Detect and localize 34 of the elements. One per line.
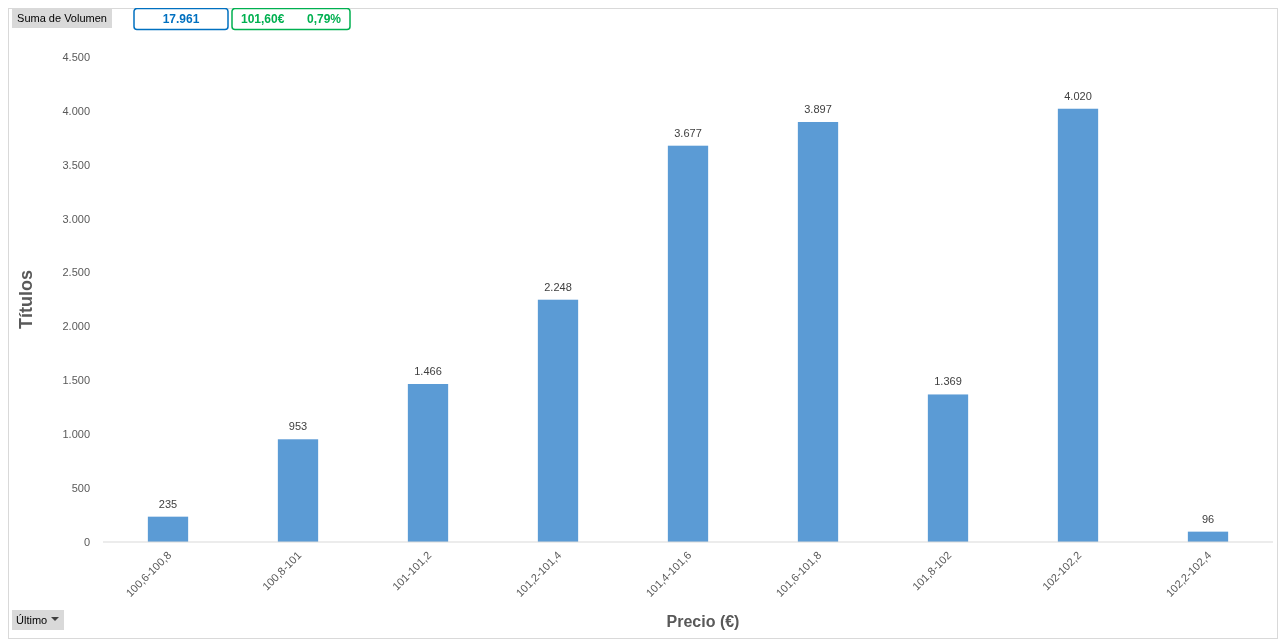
y-tick-label: 1.000: [62, 428, 90, 441]
data-label: 3.897: [804, 102, 832, 115]
y-tick-label: 3.500: [62, 158, 90, 171]
data-label: 3.677: [674, 126, 702, 139]
bar: [537, 299, 579, 542]
y-tick-label: 500: [71, 481, 90, 494]
bar: [277, 439, 319, 542]
y-tick-label: 4.000: [62, 104, 90, 117]
data-label: 1.466: [414, 365, 442, 377]
y-tick-label: 3.000: [62, 212, 90, 225]
text: Último: [16, 614, 48, 626]
bar: [927, 394, 969, 542]
data-label: 96: [1201, 512, 1215, 525]
data-label: 953: [288, 420, 308, 433]
bar: [407, 384, 449, 542]
data-label: 4.020: [1064, 89, 1092, 102]
text: 17.961: [162, 12, 200, 26]
data-label: 235: [158, 497, 178, 510]
y-tick-label: 0: [83, 535, 90, 548]
text: 0,79%: [306, 12, 342, 26]
text: Suma de Volumen: [17, 12, 107, 24]
bar: [667, 145, 709, 542]
y-tick-label: 4.500: [62, 50, 90, 63]
bar: [147, 516, 189, 542]
y-tick-label: 2.000: [62, 320, 90, 333]
y-axis-title: Títulos: [16, 270, 36, 329]
y-tick-label: 2.500: [62, 266, 90, 279]
bar: [797, 121, 839, 542]
text: 101,60€: [241, 12, 285, 26]
y-tick-label: 1.500: [62, 374, 90, 387]
bar: [1057, 108, 1099, 542]
x-axis-title: Precio (€): [666, 613, 740, 630]
data-label: 1.369: [934, 375, 962, 388]
data-label: 2.248: [544, 280, 572, 293]
